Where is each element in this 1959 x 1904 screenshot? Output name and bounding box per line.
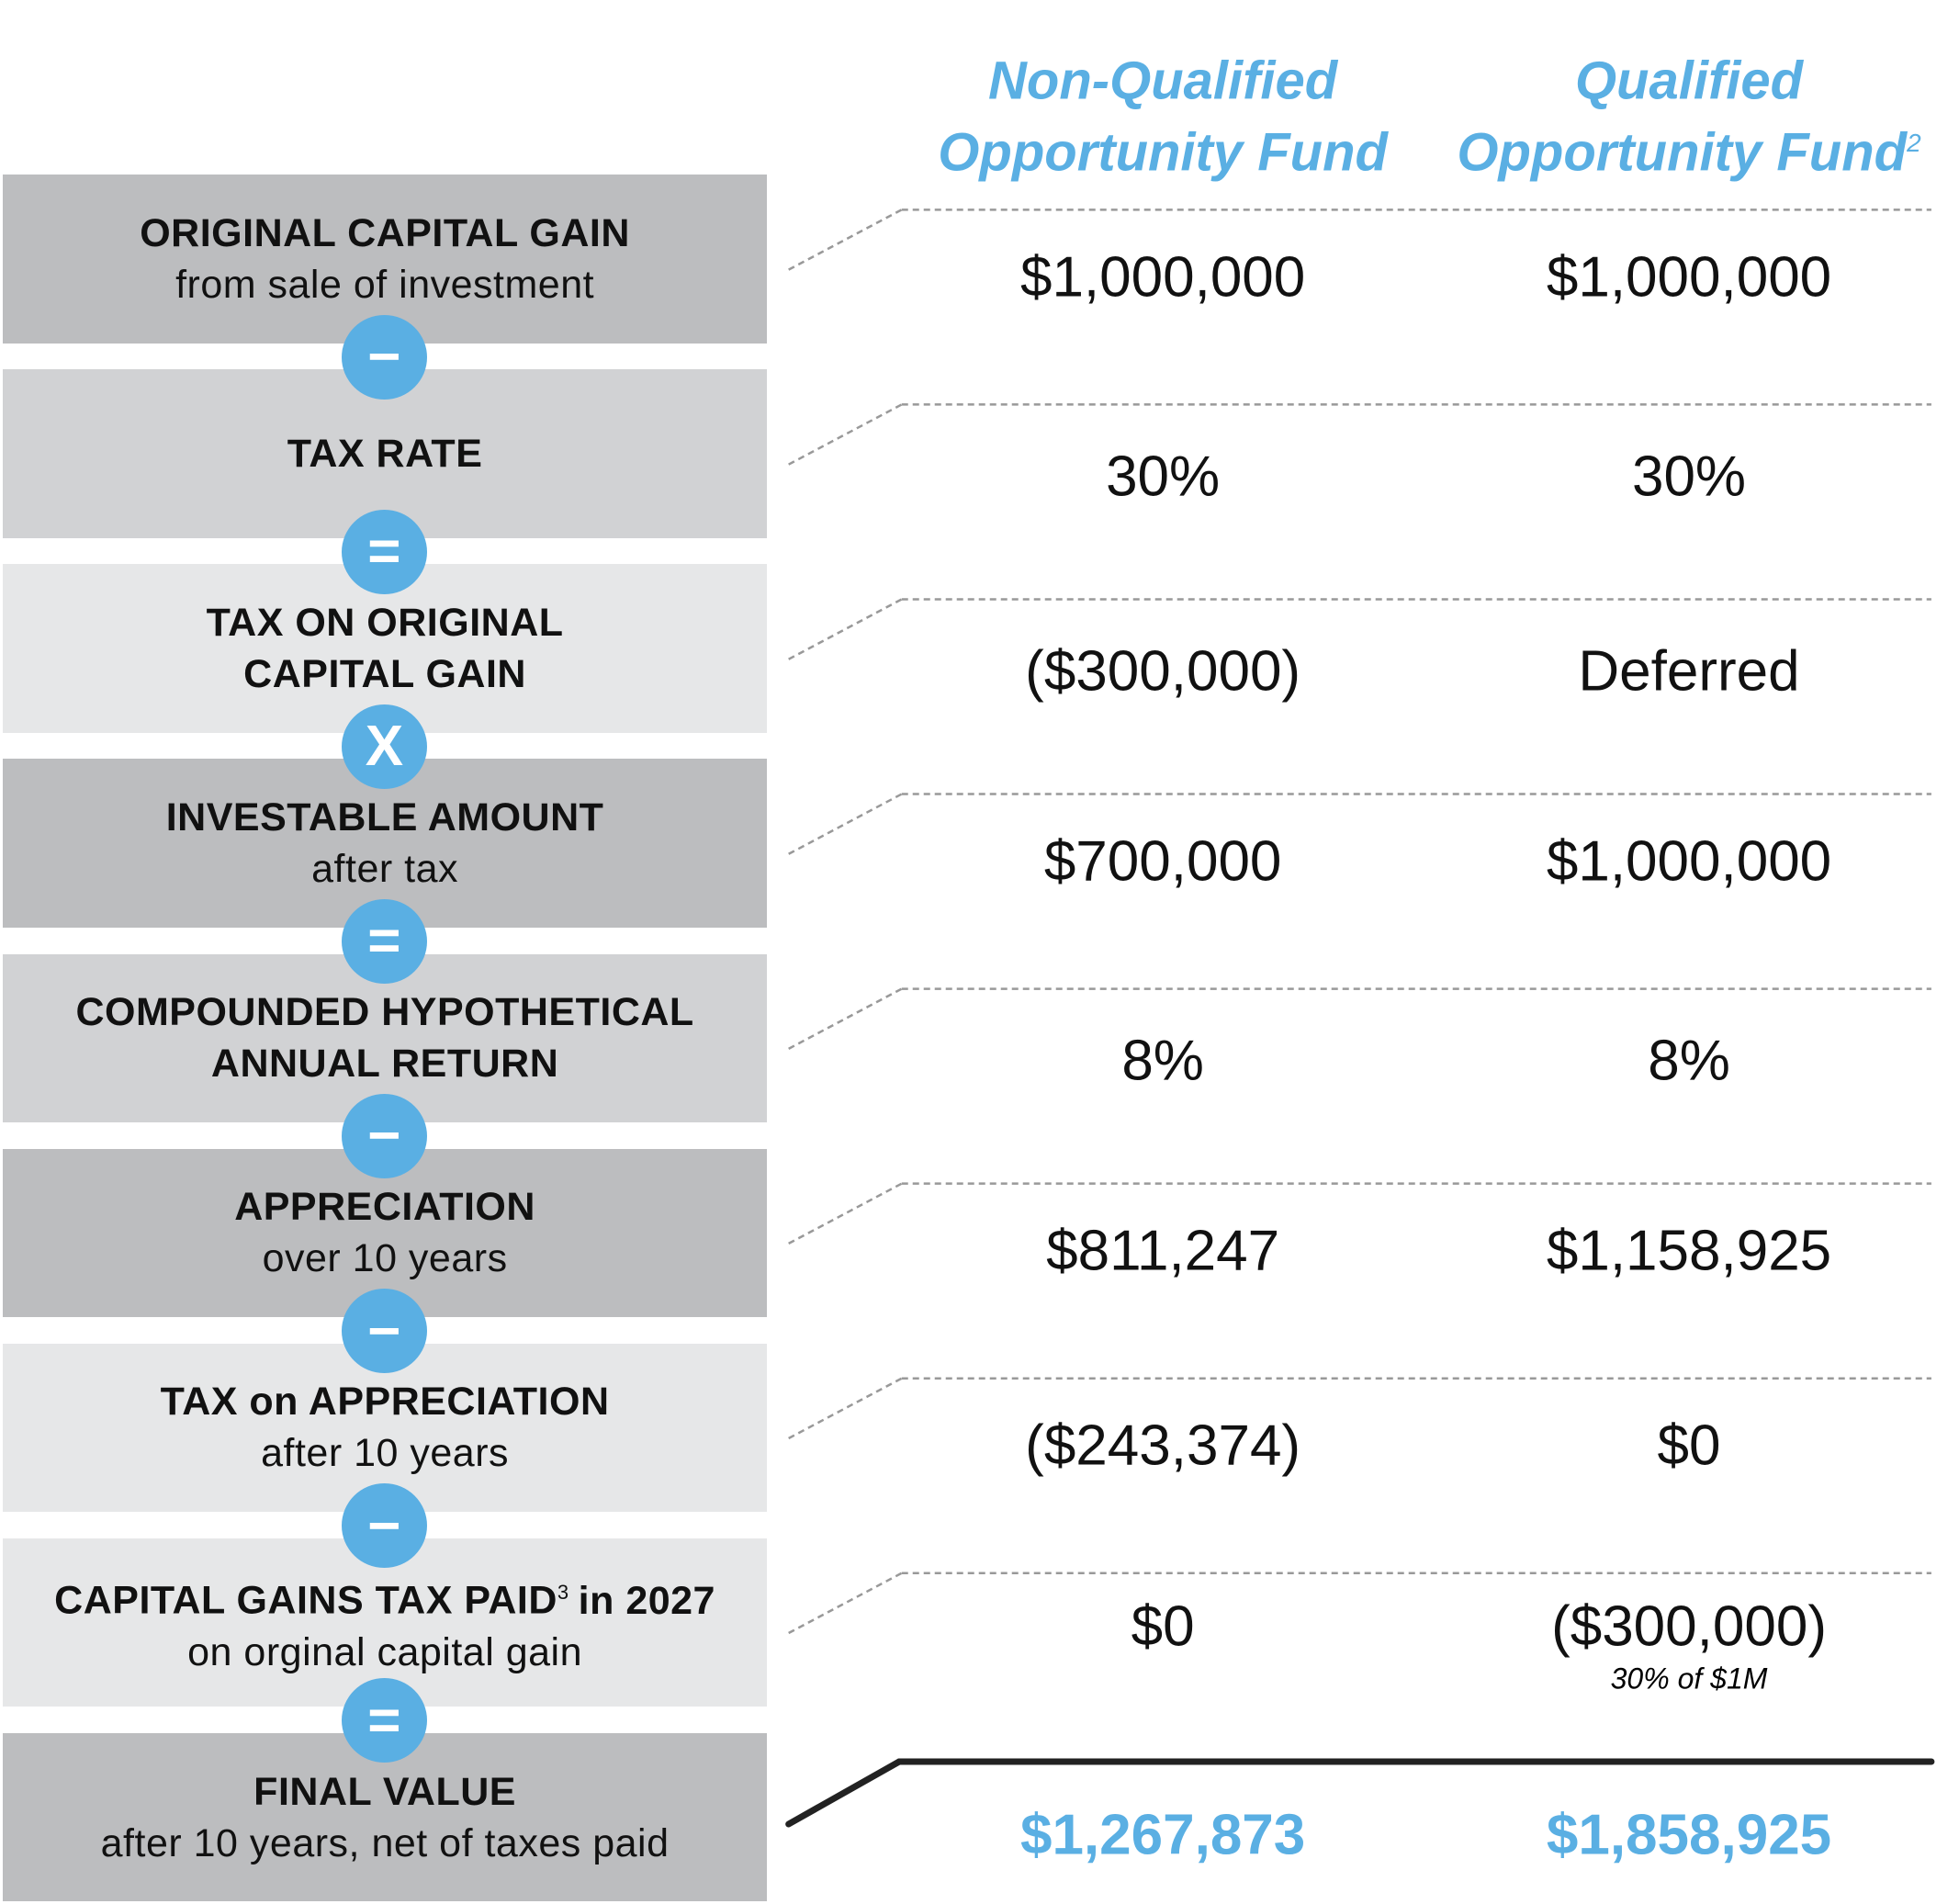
- operator-circle: −: [341, 314, 427, 400]
- cell-value: ($300,000): [1025, 639, 1301, 704]
- column-header: Opportunity Fund: [938, 121, 1388, 183]
- row-sublabel: on orginal capital gain: [187, 1629, 582, 1674]
- cell-note: 30% of $1M: [1610, 1662, 1768, 1696]
- final-value: $1,858,925: [1546, 1803, 1832, 1867]
- dashed-connector: [788, 793, 903, 855]
- cell-value: ($300,000): [1551, 1594, 1827, 1659]
- cell-value: 30%: [1106, 445, 1221, 509]
- cell-value: $811,247: [1046, 1219, 1280, 1283]
- operator-circle: =: [341, 898, 427, 985]
- operator-circle: −: [341, 1482, 427, 1569]
- column-header: Opportunity Fund2: [1457, 121, 1920, 183]
- operator-circle: =: [341, 509, 427, 595]
- row-label-text: CAPITAL GAIN: [243, 652, 526, 697]
- column-header: Qualified: [1575, 51, 1803, 112]
- row-label: INVESTABLE AMOUNT: [166, 792, 604, 843]
- final-value: $1,267,873: [1019, 1803, 1306, 1867]
- row-label-text: ANNUAL RETURN: [210, 1042, 559, 1087]
- row-label-text: APPRECIATION: [234, 1185, 535, 1230]
- row-label-suffix: in 2027: [578, 1578, 715, 1623]
- cell-value: 30%: [1631, 445, 1747, 509]
- dashed-connector: [788, 403, 903, 466]
- row-sublabel: over 10 years: [262, 1236, 508, 1281]
- row-label: CAPITAL GAINS TAX PAID3 in 2027: [54, 1567, 715, 1626]
- row-label: TAX ON ORIGINAL: [207, 597, 564, 648]
- row-label-text: INVESTABLE AMOUNT: [165, 795, 604, 840]
- total-connector: [785, 1758, 903, 1828]
- row-label: COMPOUNDED HYPOTHETICAL: [75, 986, 693, 1038]
- cell-value: $1,000,000: [1546, 829, 1832, 894]
- cell-value: $1,000,000: [1546, 245, 1832, 310]
- row-sublabel: after 10 years: [261, 1431, 510, 1476]
- column-header-text: Non-Qualified: [988, 51, 1338, 111]
- row-label-text: COMPOUNDED HYPOTHETICAL: [75, 990, 694, 1035]
- column-header-text: Opportunity Fund: [1457, 122, 1908, 183]
- row-label-box: CAPITAL GAINS TAX PAID3 in 2027 on orginal…: [2, 1538, 768, 1707]
- row-label: ORIGINAL CAPITAL GAIN: [140, 208, 630, 259]
- row-sublabel: from sale of investment: [175, 263, 595, 308]
- row-label-text: ORIGINAL CAPITAL GAIN: [140, 211, 630, 256]
- dashed-connector: [788, 208, 903, 271]
- dashed-connector: [788, 1377, 903, 1440]
- operator-circle: −: [341, 1093, 427, 1179]
- cell-value: $0: [1657, 1414, 1721, 1478]
- cell-value: $0: [1131, 1594, 1195, 1659]
- dashed-connector: [788, 1182, 903, 1245]
- row-label: FINAL VALUE: [253, 1766, 516, 1818]
- column-header-text: Qualified: [1574, 51, 1804, 111]
- dashed-connector: [788, 1572, 903, 1635]
- row-sublabel: after tax: [311, 847, 458, 892]
- column-header: Non-Qualified: [988, 51, 1337, 112]
- row-label: APPRECIATION: [234, 1181, 535, 1233]
- column-header-text: Opportunity Fund: [938, 122, 1388, 183]
- row-label: CAPITAL GAIN: [243, 648, 526, 700]
- cell-value: $1,158,925: [1546, 1219, 1832, 1283]
- footnote-mark: 3: [557, 1581, 569, 1605]
- cell-value: 8%: [1121, 1029, 1204, 1093]
- operator-circle: −: [341, 1288, 427, 1374]
- row-label-text: FINAL VALUE: [253, 1769, 516, 1814]
- cell-value: $700,000: [1043, 829, 1282, 894]
- dashed-connector: [788, 987, 903, 1050]
- row-label: TAX RATE: [287, 428, 483, 479]
- row-label: TAX on APPRECIATION: [161, 1376, 610, 1427]
- cell-value: $1,000,000: [1019, 245, 1306, 310]
- cell-value: 8%: [1648, 1029, 1730, 1093]
- operator-circle: X: [341, 704, 427, 790]
- row-label: ANNUAL RETURN: [211, 1038, 558, 1089]
- row-sublabel: after 10 years, net of taxes paid: [100, 1820, 670, 1865]
- cell-value: ($243,374): [1025, 1414, 1301, 1478]
- dashed-connector: [788, 598, 903, 660]
- row-label-text: TAX RATE: [287, 432, 483, 477]
- footnote-mark: 2: [1907, 129, 1921, 157]
- row-label-text: CAPITAL GAINS TAX PAID: [54, 1578, 557, 1623]
- cell-value: Deferred: [1578, 639, 1800, 704]
- row-label-text: TAX on APPRECIATION: [160, 1380, 610, 1425]
- operator-circle: =: [341, 1677, 427, 1763]
- row-label-text: TAX ON ORIGINAL: [206, 601, 564, 646]
